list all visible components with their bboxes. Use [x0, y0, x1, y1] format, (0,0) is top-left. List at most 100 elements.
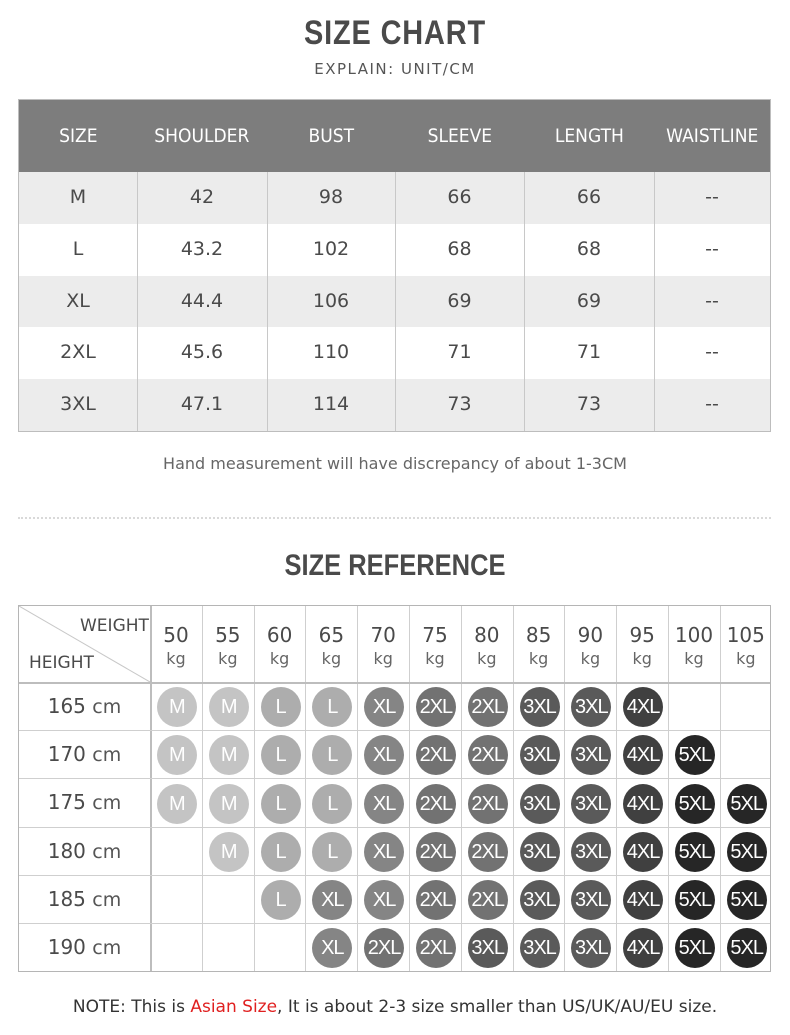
weight-value: 60	[266, 623, 293, 647]
grid-line	[150, 606, 152, 971]
size-badge: 5XL	[726, 783, 767, 824]
height-value: 190	[47, 935, 86, 959]
table-row: XL 44.4 106 69 69 --	[19, 275, 770, 328]
size-badge: M	[156, 735, 197, 776]
size-badge: L	[312, 687, 353, 728]
weight-value: 105	[726, 623, 765, 647]
size-reference-grid: WEIGHT HEIGHT 50 kg 55 kg 60 kg 65 kg 70 kg 75 kg 80…	[18, 605, 771, 972]
size-badge: 3XL	[467, 928, 508, 969]
grid-line	[719, 606, 721, 971]
weight-unit: kg	[166, 649, 186, 668]
table-cell: 73	[576, 393, 602, 416]
column-divider	[654, 172, 655, 431]
size-badge: 4XL	[623, 879, 664, 920]
grid-line	[357, 606, 359, 971]
size-badge: L	[260, 831, 301, 872]
weight-unit: kg	[632, 649, 652, 668]
size-badge: M	[208, 831, 249, 872]
height-value: 175	[47, 790, 86, 815]
grid-line	[409, 606, 410, 971]
column-header: SHOULDER	[137, 100, 267, 172]
table-cell: 68	[447, 237, 472, 260]
column-header-label: SIZE	[58, 125, 98, 147]
grid-line	[19, 874, 770, 876]
size-badge: 3XL	[571, 783, 612, 824]
column-header-label: SHOULDER	[154, 125, 250, 147]
size-badge: XL	[312, 879, 353, 920]
weight-value: 90	[577, 623, 604, 647]
size-badge: M	[208, 735, 249, 776]
size-badge: 5XL	[726, 928, 767, 969]
column-header-label: BUST	[308, 125, 354, 147]
column-header-label: LENGTH	[554, 125, 624, 147]
weight-unit: kg	[477, 649, 497, 668]
grid-line	[512, 606, 514, 971]
weight-unit: kg	[373, 649, 393, 668]
size-badge: 2XL	[467, 687, 508, 728]
size-badge: 2XL	[364, 928, 405, 969]
size-badge: 3XL	[519, 928, 560, 969]
size-badge: 2XL	[415, 928, 456, 969]
size-badge: L	[260, 879, 301, 920]
size-badge: XL	[364, 687, 405, 728]
weight-value: 55	[215, 623, 241, 647]
grid-line	[19, 778, 770, 780]
height-unit: cm	[92, 888, 122, 911]
table-cell: 69	[447, 289, 472, 312]
column-header: SIZE	[19, 100, 137, 172]
size-badge: 5XL	[726, 879, 767, 920]
height-row-label: 190 cm	[19, 923, 150, 971]
height-row-label: 180 cm	[19, 827, 150, 875]
size-badge: 2XL	[467, 879, 508, 920]
size-badge: XL	[364, 735, 405, 776]
weight-unit: kg	[218, 649, 238, 668]
column-header: SLEEVE	[395, 100, 524, 172]
size-badge: 3XL	[519, 879, 560, 920]
table-cell: XL	[66, 289, 90, 312]
column-divider	[267, 172, 268, 431]
height-row-label: 170 cm	[19, 730, 150, 778]
size-badge: 5XL	[674, 831, 715, 872]
asian-size-note: NOTE: This is Asian Size, It is about 2-…	[0, 997, 790, 1017]
column-header-label: SLEEVE	[427, 125, 492, 147]
size-badge: 2XL	[415, 783, 456, 824]
size-badge: M	[208, 687, 249, 728]
size-badge: 3XL	[571, 879, 612, 920]
grid-line	[305, 606, 307, 971]
height-unit: cm	[92, 792, 122, 815]
table-cell: 110	[312, 341, 350, 364]
table-cell: 69	[576, 289, 602, 312]
table-cell: 3XL	[60, 393, 96, 416]
size-badge: XL	[364, 783, 405, 824]
size-badge: 2XL	[415, 735, 456, 776]
column-header: BUST	[267, 100, 395, 172]
height-unit: cm	[92, 840, 122, 863]
note-suffix: , It is about 2-3 size smaller than US/U…	[277, 997, 718, 1017]
table-cell: 114	[312, 393, 350, 416]
weight-value: 65	[318, 623, 345, 647]
header-diagonal-line	[19, 606, 150, 682]
weight-value: 50	[163, 623, 189, 647]
weight-unit: kg	[580, 649, 601, 668]
table-cell: 66	[576, 186, 602, 208]
height-unit: cm	[92, 937, 122, 959]
weight-unit: kg	[736, 649, 756, 668]
size-badge: M	[156, 783, 197, 824]
weight-unit: kg	[269, 649, 290, 668]
grid-line	[19, 682, 770, 684]
size-badge: 3XL	[519, 831, 560, 872]
size-chart-subtitle: EXPLAIN: UNIT/CM	[314, 60, 476, 78]
table-cell: 42	[189, 186, 215, 208]
size-badge: L	[260, 687, 301, 728]
height-unit: cm	[92, 744, 122, 767]
table-cell: L	[72, 237, 84, 260]
table-cell: 43.2	[180, 237, 224, 260]
grid-line	[253, 606, 255, 971]
size-badge: 4XL	[623, 928, 664, 969]
height-value: 165	[47, 694, 86, 718]
size-badge: 5XL	[674, 879, 715, 920]
grid-line	[564, 606, 566, 971]
table-cell: --	[705, 186, 719, 208]
grid-line	[616, 606, 618, 971]
table-cell: 68	[576, 237, 602, 260]
